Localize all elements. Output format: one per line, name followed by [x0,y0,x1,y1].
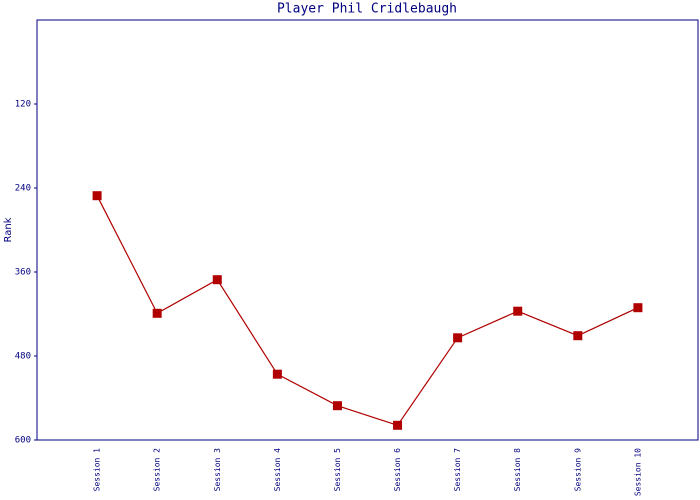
point-marker [152,308,162,318]
plot-frame [36,19,699,441]
series-line [96,195,639,427]
point-marker [393,420,403,430]
point-marker [513,306,523,316]
x-tick-label: Session 2 [153,448,162,492]
y-tick-label: 120 [15,100,31,110]
x-tick-label: Session 9 [573,448,582,492]
point-marker [212,275,222,285]
point-marker [332,401,342,411]
x-tick-label: Session 8 [513,448,522,492]
x-tick-label: Session 5 [333,448,342,492]
y-tick-label: 360 [15,268,31,278]
y-tick-label: 240 [15,184,31,194]
x-tick-label: Session 4 [273,448,282,492]
y-tick-label: 480 [15,352,31,362]
x-tick-label: Session 3 [213,448,222,492]
chart-title: Player Phil Cridlebaugh [277,2,457,17]
point-marker [453,333,463,343]
point-marker [633,303,643,313]
x-tick-label: Session 6 [393,448,402,492]
x-tick-label: Session 1 [93,448,102,492]
y-tick-label: 600 [15,436,31,446]
y-axis-label: Rank [3,217,14,242]
x-tick-label: Session 10 [633,448,642,496]
x-tick-label: Session 7 [453,448,462,492]
point-marker [573,331,583,341]
point-marker [272,369,282,379]
point-marker [92,191,102,201]
